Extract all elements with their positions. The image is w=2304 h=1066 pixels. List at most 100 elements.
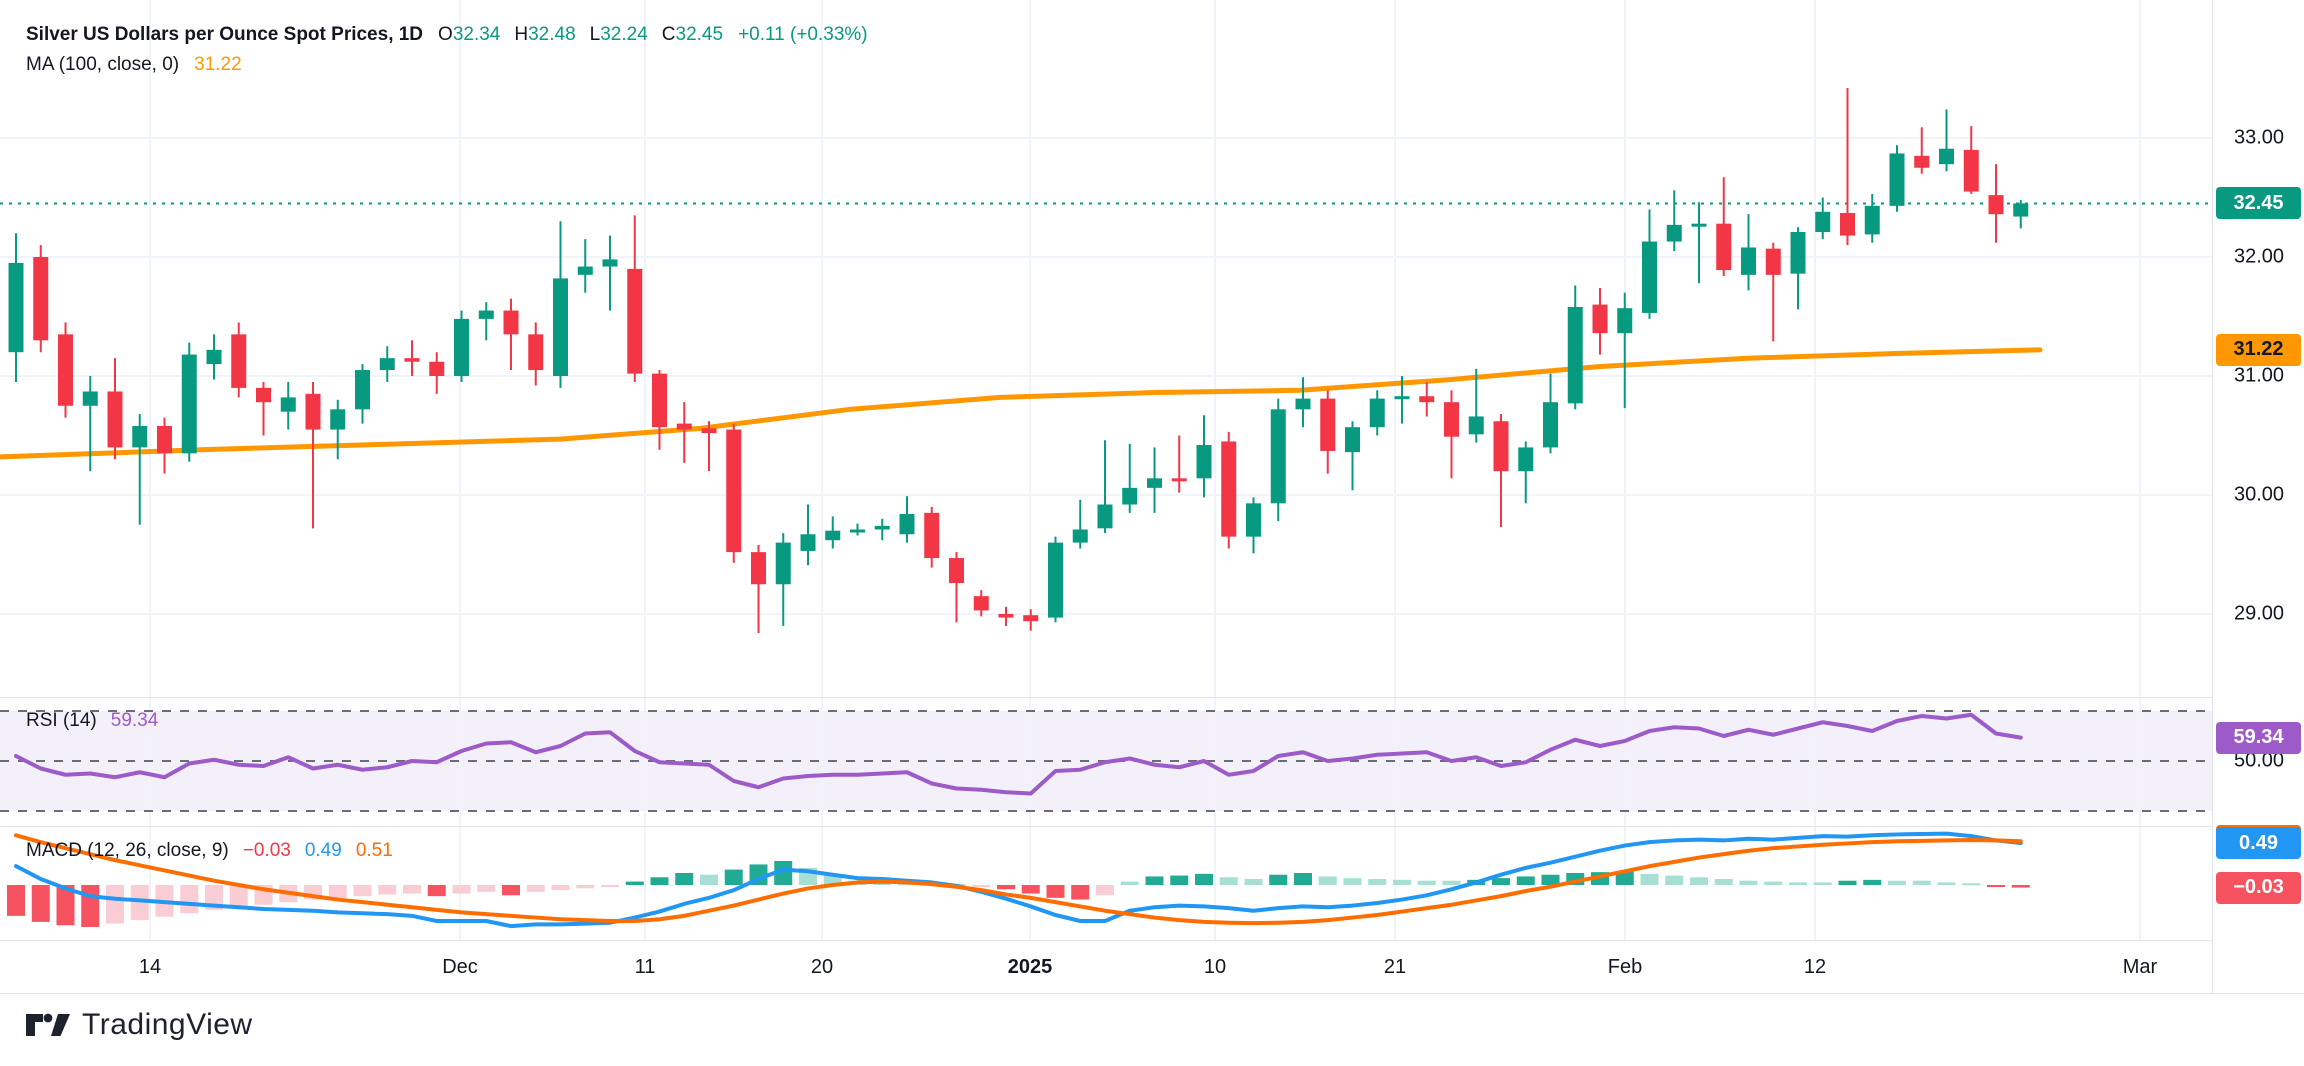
change-value: +0.11 (+0.33%)	[738, 24, 868, 45]
candle-body	[1072, 529, 1088, 543]
tradingview-logo-text: TradingView	[82, 1008, 253, 1041]
macd-hist-bar	[1615, 871, 1634, 885]
candle-body	[627, 268, 643, 374]
rsi-value: 59.34	[110, 710, 159, 731]
macd-legend[interactable]: MACD (12, 26, close, 9) −0.03 0.49 0.51	[26, 840, 393, 862]
bottom-separator	[0, 993, 2304, 994]
macd-hist-bar	[130, 885, 149, 921]
macd-hist-bar	[1195, 873, 1213, 885]
candle-body	[58, 334, 73, 406]
candle-body	[1716, 223, 1732, 271]
macd-hist-bar	[1937, 882, 1956, 885]
tradingview-branding[interactable]: TradingView	[24, 1008, 253, 1042]
candle-body	[751, 552, 766, 585]
macd-hist-bar	[1120, 881, 1139, 885]
macd-hist-bar	[1739, 880, 1758, 885]
rsi-value-badge: 59.34	[2216, 721, 2301, 754]
candle-body	[1369, 398, 1385, 428]
price-tick-33.00: 33.00	[2233, 126, 2285, 149]
macd-hist-bar	[1244, 879, 1263, 885]
macd-hist-bar	[1071, 885, 1090, 900]
price-tick-32.00: 32.00	[2233, 245, 2285, 268]
macd-hist-bar	[452, 885, 471, 894]
candle-body	[602, 259, 618, 267]
candle-body	[181, 354, 197, 454]
candle-body	[2013, 203, 2029, 217]
candle-body	[1270, 409, 1286, 504]
ma-label: MA (100, close, 0)	[26, 54, 180, 75]
rsi-tick-50: 50.00	[2233, 749, 2285, 772]
macd-hist-bar	[353, 885, 372, 897]
candle-body	[503, 310, 519, 335]
macd-hist-bar	[526, 885, 545, 892]
pane-separator[interactable]	[0, 697, 2304, 698]
symbol-legend-row[interactable]: Silver US Dollars per Ounce Spot Prices,…	[26, 20, 868, 50]
ohlc-C: C32.45	[661, 24, 724, 45]
candle-body	[800, 534, 816, 551]
time-tick-Dec: Dec	[442, 956, 478, 978]
macd-hist-bar	[1714, 879, 1733, 885]
price-tick-30.00: 30.00	[2233, 483, 2285, 506]
macd-hist-bar	[1516, 876, 1535, 885]
macd-legend-value: −0.03	[242, 840, 291, 861]
candle-body	[1246, 503, 1261, 537]
macd-hist-bar	[1343, 878, 1362, 885]
candle-body	[652, 373, 667, 428]
macd-hist-bar	[1838, 880, 1857, 885]
macd-hist-bar	[1368, 879, 1387, 885]
time-tick-21: 21	[1383, 956, 1407, 978]
candle-body	[454, 318, 469, 376]
tradingview-logo-icon	[26, 1013, 70, 1036]
candle-body	[1592, 304, 1608, 334]
candle-body	[1691, 223, 1707, 227]
candle-body	[1666, 224, 1682, 242]
macd-hist-bar	[378, 885, 397, 895]
price-tick-31.00: 31.00	[2233, 364, 2285, 387]
macd-chart-pane[interactable]	[0, 827, 2212, 941]
time-tick-2025: 2025	[1007, 956, 1053, 978]
rsi-chart-pane[interactable]	[0, 698, 2212, 826]
candle-body	[1023, 615, 1039, 622]
price-tick-29.00: 29.00	[2233, 602, 2285, 625]
macd-hist-bar	[576, 885, 595, 889]
macd-hist-bar	[1690, 877, 1708, 885]
candle-body	[1642, 241, 1657, 313]
macd-hist-bar	[31, 885, 50, 922]
pane-separator[interactable]	[0, 826, 2304, 827]
candle-body	[553, 278, 568, 376]
ma-legend-row[interactable]: MA (100, close, 0) 31.22	[26, 50, 868, 80]
last-price-badge: 32.45	[2216, 187, 2301, 220]
candle-body	[305, 393, 321, 430]
rsi-legend[interactable]: RSI (14) 59.34	[26, 710, 158, 732]
candle-body	[1840, 212, 1855, 236]
candle-body	[577, 266, 593, 275]
time-axis[interactable]: 14 Dec 11 20 2025 10 21 Feb 12 Mar	[0, 941, 2304, 993]
macd-hist-bar	[1492, 878, 1510, 885]
rsi-label: RSI (14)	[26, 710, 97, 731]
candle-body	[1518, 447, 1534, 472]
macd-hist-bar	[1987, 885, 2005, 887]
macd-hist-bar	[1417, 880, 1436, 885]
macd-hist-bar	[1789, 882, 1807, 885]
price-axis[interactable]: 33.00 32.00 31.00 30.00 29.00 50.00 32.45 31.22…	[2212, 0, 2304, 993]
macd-hist-bar	[229, 885, 248, 908]
macd-hist-bar	[180, 885, 199, 914]
macd-hist-bar	[1912, 880, 1931, 885]
macd-line	[14, 831, 2023, 929]
candle-body	[1963, 149, 1979, 192]
time-tick-Feb: Feb	[1607, 956, 1643, 978]
candle-body	[726, 429, 742, 553]
macd-label: MACD (12, 26, close, 9)	[26, 840, 229, 861]
candle-body	[132, 425, 148, 448]
macd-hist-bar	[477, 885, 496, 892]
price-chart-pane[interactable]	[0, 0, 2212, 698]
candle-body	[1567, 306, 1583, 404]
macd-hist-bar	[724, 869, 743, 885]
macd-hist-bar	[1665, 875, 1684, 885]
macd-hist-bar	[1269, 874, 1288, 885]
candle-body	[949, 558, 964, 584]
ohlc-O: O32.34	[438, 24, 501, 45]
candle-body	[1147, 478, 1162, 488]
candle-body	[924, 512, 940, 559]
